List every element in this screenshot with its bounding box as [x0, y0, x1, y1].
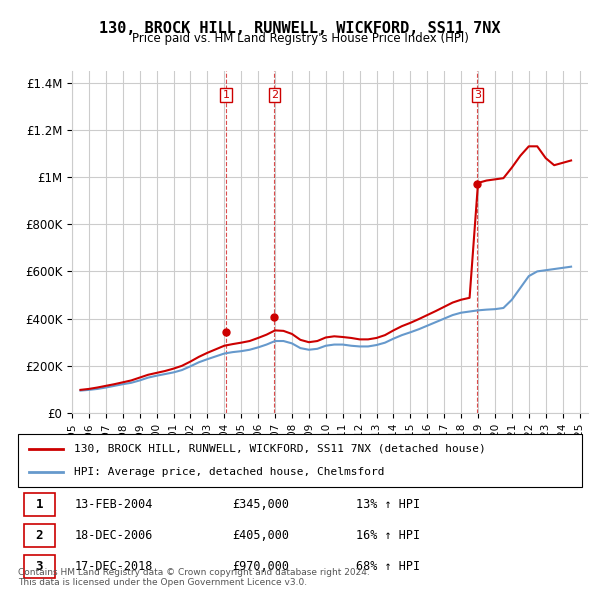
Text: 130, BROCK HILL, RUNWELL, WICKFORD, SS11 7NX (detached house): 130, BROCK HILL, RUNWELL, WICKFORD, SS11…	[74, 444, 486, 454]
Text: 130, BROCK HILL, RUNWELL, WICKFORD, SS11 7NX: 130, BROCK HILL, RUNWELL, WICKFORD, SS11…	[99, 21, 501, 35]
Text: HPI: Average price, detached house, Chelmsford: HPI: Average price, detached house, Chel…	[74, 467, 385, 477]
Text: 68% ↑ HPI: 68% ↑ HPI	[356, 560, 421, 573]
Text: £405,000: £405,000	[232, 529, 289, 542]
Text: 2: 2	[271, 90, 278, 100]
Text: 16% ↑ HPI: 16% ↑ HPI	[356, 529, 421, 542]
Text: 18-DEC-2006: 18-DEC-2006	[74, 529, 153, 542]
FancyBboxPatch shape	[23, 555, 55, 578]
Text: Contains HM Land Registry data © Crown copyright and database right 2024.
This d: Contains HM Land Registry data © Crown c…	[18, 568, 370, 587]
Text: 17-DEC-2018: 17-DEC-2018	[74, 560, 153, 573]
Text: £970,000: £970,000	[232, 560, 289, 573]
FancyBboxPatch shape	[18, 434, 582, 487]
Text: 13-FEB-2004: 13-FEB-2004	[74, 498, 153, 511]
Text: Price paid vs. HM Land Registry's House Price Index (HPI): Price paid vs. HM Land Registry's House …	[131, 32, 469, 45]
Text: 1: 1	[35, 498, 43, 511]
Text: 2: 2	[35, 529, 43, 542]
Text: 3: 3	[35, 560, 43, 573]
Text: 3: 3	[474, 90, 481, 100]
Text: 1: 1	[223, 90, 230, 100]
Text: £345,000: £345,000	[232, 498, 289, 511]
Text: 13% ↑ HPI: 13% ↑ HPI	[356, 498, 421, 511]
FancyBboxPatch shape	[23, 493, 55, 516]
FancyBboxPatch shape	[23, 524, 55, 547]
